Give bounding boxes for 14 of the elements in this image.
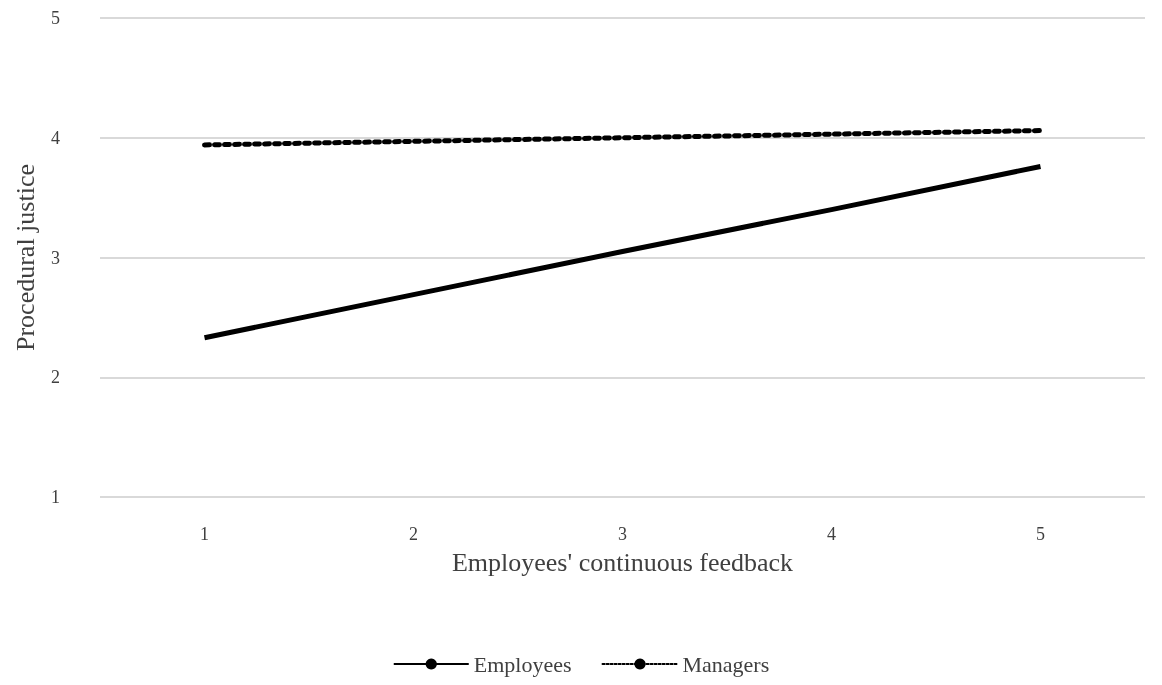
y-tick-label: 5 — [51, 8, 60, 28]
x-tick-label: 4 — [827, 524, 836, 544]
x-tick-label: 3 — [618, 524, 627, 544]
y-tick-label: 2 — [51, 367, 60, 388]
legend-label: Employees — [473, 651, 572, 677]
y-tick-label: 3 — [51, 247, 60, 268]
y-tick-label: 1 — [51, 487, 60, 507]
x-tick-label: 5 — [1036, 524, 1045, 544]
x-tick-label: 1 — [200, 524, 209, 544]
y-tick-label: 4 — [51, 127, 60, 148]
x-tick-label: 2 — [409, 524, 418, 544]
y-axis-title: Procedural justice — [10, 164, 40, 351]
legend-label: Managers — [682, 651, 770, 677]
x-axis-title: Employees' continuous feedback — [451, 547, 794, 577]
